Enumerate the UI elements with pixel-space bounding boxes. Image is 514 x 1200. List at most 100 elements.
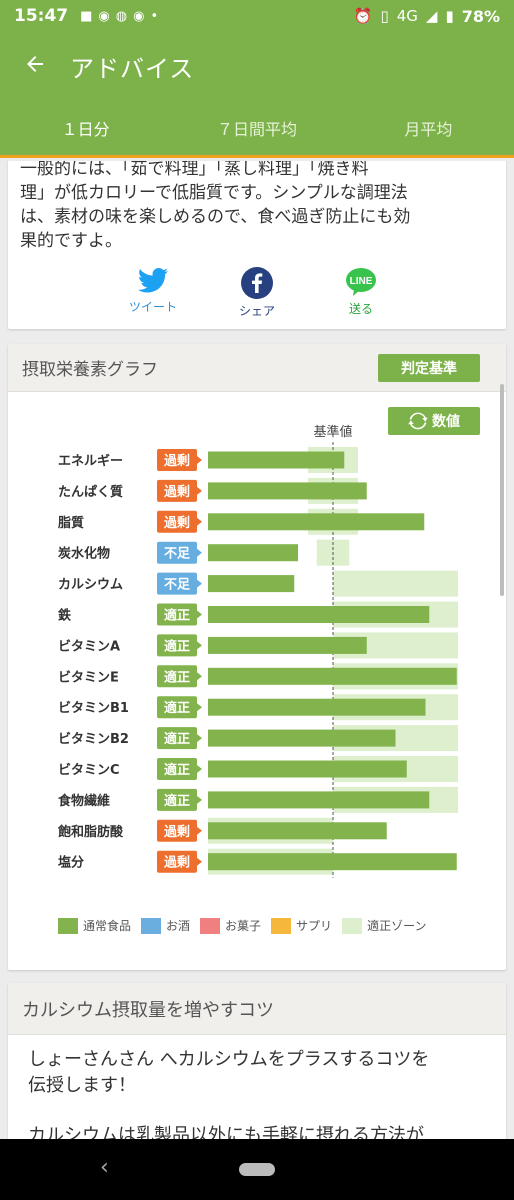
criteria-button[interactable]: 判定基準: [378, 354, 480, 382]
status-badge: [157, 758, 197, 780]
legend-swatch: [200, 917, 221, 934]
normal-food-bar: [208, 698, 426, 716]
status-badge-pointer: [197, 548, 202, 557]
status-badge-label: 適正: [164, 638, 190, 654]
legend-label: 適正ゾーン: [367, 919, 427, 933]
calcium-tips-text: しょーさんさん へカルシウムをプラスするコツを 伝授します！: [8, 1035, 506, 1099]
normal-food-bar: [208, 667, 457, 685]
signal-icon: ◢: [425, 7, 438, 25]
calcium-tips-line: 伝授します！: [28, 1075, 136, 1096]
status-badge-pointer: [197, 703, 202, 712]
legend-normal-food: 通常食品: [58, 917, 131, 934]
status-badge-label: 不足: [164, 547, 191, 562]
nutrient-label: エネルギー: [58, 453, 123, 469]
twitter-icon: [138, 268, 168, 293]
vibrate-icon: ▯: [380, 7, 389, 25]
value-button-label: 数値: [432, 414, 460, 430]
status-right: ⏰ ▯ 4G ◢ ▮ 78%: [354, 7, 500, 26]
legend-label: お酒: [166, 919, 191, 933]
line-icon: LINE: [346, 268, 376, 296]
nutrient-label: ビタミンB2: [58, 731, 129, 747]
tweet-label: ツイート: [128, 300, 177, 314]
network-label: 4G: [396, 7, 418, 25]
line-logo-text: LINE: [350, 276, 373, 287]
status-badge: [157, 819, 197, 842]
facebook-label: シェア: [238, 304, 275, 318]
home-pill[interactable]: [239, 1163, 275, 1176]
legend-swatch: [342, 917, 363, 934]
legend-supplement: サプリ: [271, 917, 332, 934]
status-badge-label: 過剰: [163, 824, 190, 840]
status-badge-pointer: [197, 579, 202, 588]
tab-seven-day-average[interactable]: ７日間平均: [216, 119, 297, 139]
page-title: アドバイス: [70, 54, 195, 83]
legend-swatch: [58, 917, 78, 934]
status-badge-label: 適正: [164, 793, 190, 809]
chrome-icon: ◉: [98, 8, 110, 24]
nutrient-graph-title: 摂取栄養素グラフ: [22, 360, 158, 380]
notification-icons: ■ ◉ ◍ ◉ •: [80, 9, 158, 24]
chart-legend: 通常食品 お酒 お菓子 サプリ 適正ゾーン: [58, 917, 436, 934]
normal-food-bar: [208, 575, 295, 593]
normal-food-bar: [208, 822, 387, 840]
status-badge: [157, 510, 197, 533]
nutrient-label: 鉄: [58, 608, 71, 624]
chrome-icon-2: ◉: [133, 8, 145, 24]
normal-food-bar: [208, 513, 425, 531]
status-badge-pointer: [197, 765, 202, 773]
calcium-tips-title: カルシウム摂取量を増やすコツ: [8, 983, 506, 1035]
normal-food-bar: [208, 729, 396, 747]
nutrient-label: ビタミンB1: [58, 700, 129, 716]
status-badge: [157, 788, 197, 811]
system-nav-bar: ‹: [0, 1139, 514, 1200]
calcium-tips-line: しょーさんさん へカルシウムをプラスするコツを: [28, 1049, 430, 1070]
nutrient-label: ビタミンA: [58, 638, 120, 654]
status-badge-pointer: [197, 795, 202, 804]
alarm-icon: ⏰: [353, 7, 373, 25]
baseball-icon: ◍: [115, 8, 128, 24]
scrollbar[interactable]: [500, 384, 504, 596]
advice-line: 果的ですよ。: [20, 231, 122, 251]
status-badge: [157, 603, 197, 626]
status-badge: [157, 479, 197, 502]
facebook-icon: [241, 267, 273, 299]
scroll-content[interactable]: 一般的には、「茹で料理」「蒸し料理」「焼き料 理」が低カロリーで低脂質です。シン…: [0, 161, 514, 1139]
nutrient-label: 炭水化物: [58, 546, 110, 562]
status-badge-label: 適正: [164, 731, 190, 747]
normal-food-bar: [208, 482, 367, 500]
status-badge: [157, 634, 197, 657]
back-arrow-icon[interactable]: [0, 50, 70, 83]
status-badge-label: 過剰: [163, 855, 190, 871]
advice-text: 一般的には、「茹で料理」「蒸し料理」「焼き料 理」が低カロリーで低脂質です。シン…: [8, 161, 506, 253]
status-time: 15:47: [14, 6, 69, 26]
tab-one-day[interactable]: １日分: [61, 119, 110, 139]
line-send-button[interactable]: LINE 送る: [330, 267, 392, 319]
status-badge: [157, 665, 197, 688]
nutrient-label: 食物繊維: [58, 793, 110, 809]
legend-label: 通常食品: [83, 919, 132, 933]
advice-line: は、素材の味を楽しめるので、食べ過ぎ防止にも効: [20, 207, 411, 227]
status-badge-pointer: [197, 857, 202, 866]
status-badge-pointer: [197, 456, 202, 464]
advice-line: 一般的には、「茹で料理」「蒸し料理」「焼き料: [20, 161, 369, 179]
facebook-share-button[interactable]: シェア: [226, 267, 288, 319]
system-back-icon[interactable]: ‹: [100, 1155, 109, 1180]
status-badge-label: 適正: [164, 608, 190, 624]
legend-alcohol: お酒: [141, 917, 190, 934]
calcium-tips-card: カルシウム摂取量を増やすコツ しょーさんさん へカルシウムをプラスするコツを 伝…: [8, 983, 506, 1139]
period-tabs: １日分 ７日間平均 月平均: [0, 100, 514, 158]
nutrient-label: 塩分: [58, 855, 84, 871]
tab-monthly-average[interactable]: 月平均: [404, 119, 453, 139]
normal-food-bar: [208, 544, 298, 562]
status-badge-label: 適正: [164, 762, 190, 778]
status-badge-label: 過剰: [163, 515, 190, 531]
status-badge-label: 適正: [164, 700, 190, 716]
status-bar: 15:47 ■ ◉ ◍ ◉ • ⏰ ▯ 4G ◢ ▮ 78%: [0, 0, 514, 32]
value-toggle-button[interactable]: 数値: [388, 407, 480, 435]
tweet-button[interactable]: ツイート: [122, 267, 184, 319]
notification-app-icon: ■: [80, 8, 93, 24]
back-arrow-svg: [27, 55, 43, 72]
status-badge-pointer: [197, 517, 202, 526]
calcium-tips-line: カルシウムは乳製品以外にも手軽に摂れる方法が: [28, 1125, 424, 1139]
